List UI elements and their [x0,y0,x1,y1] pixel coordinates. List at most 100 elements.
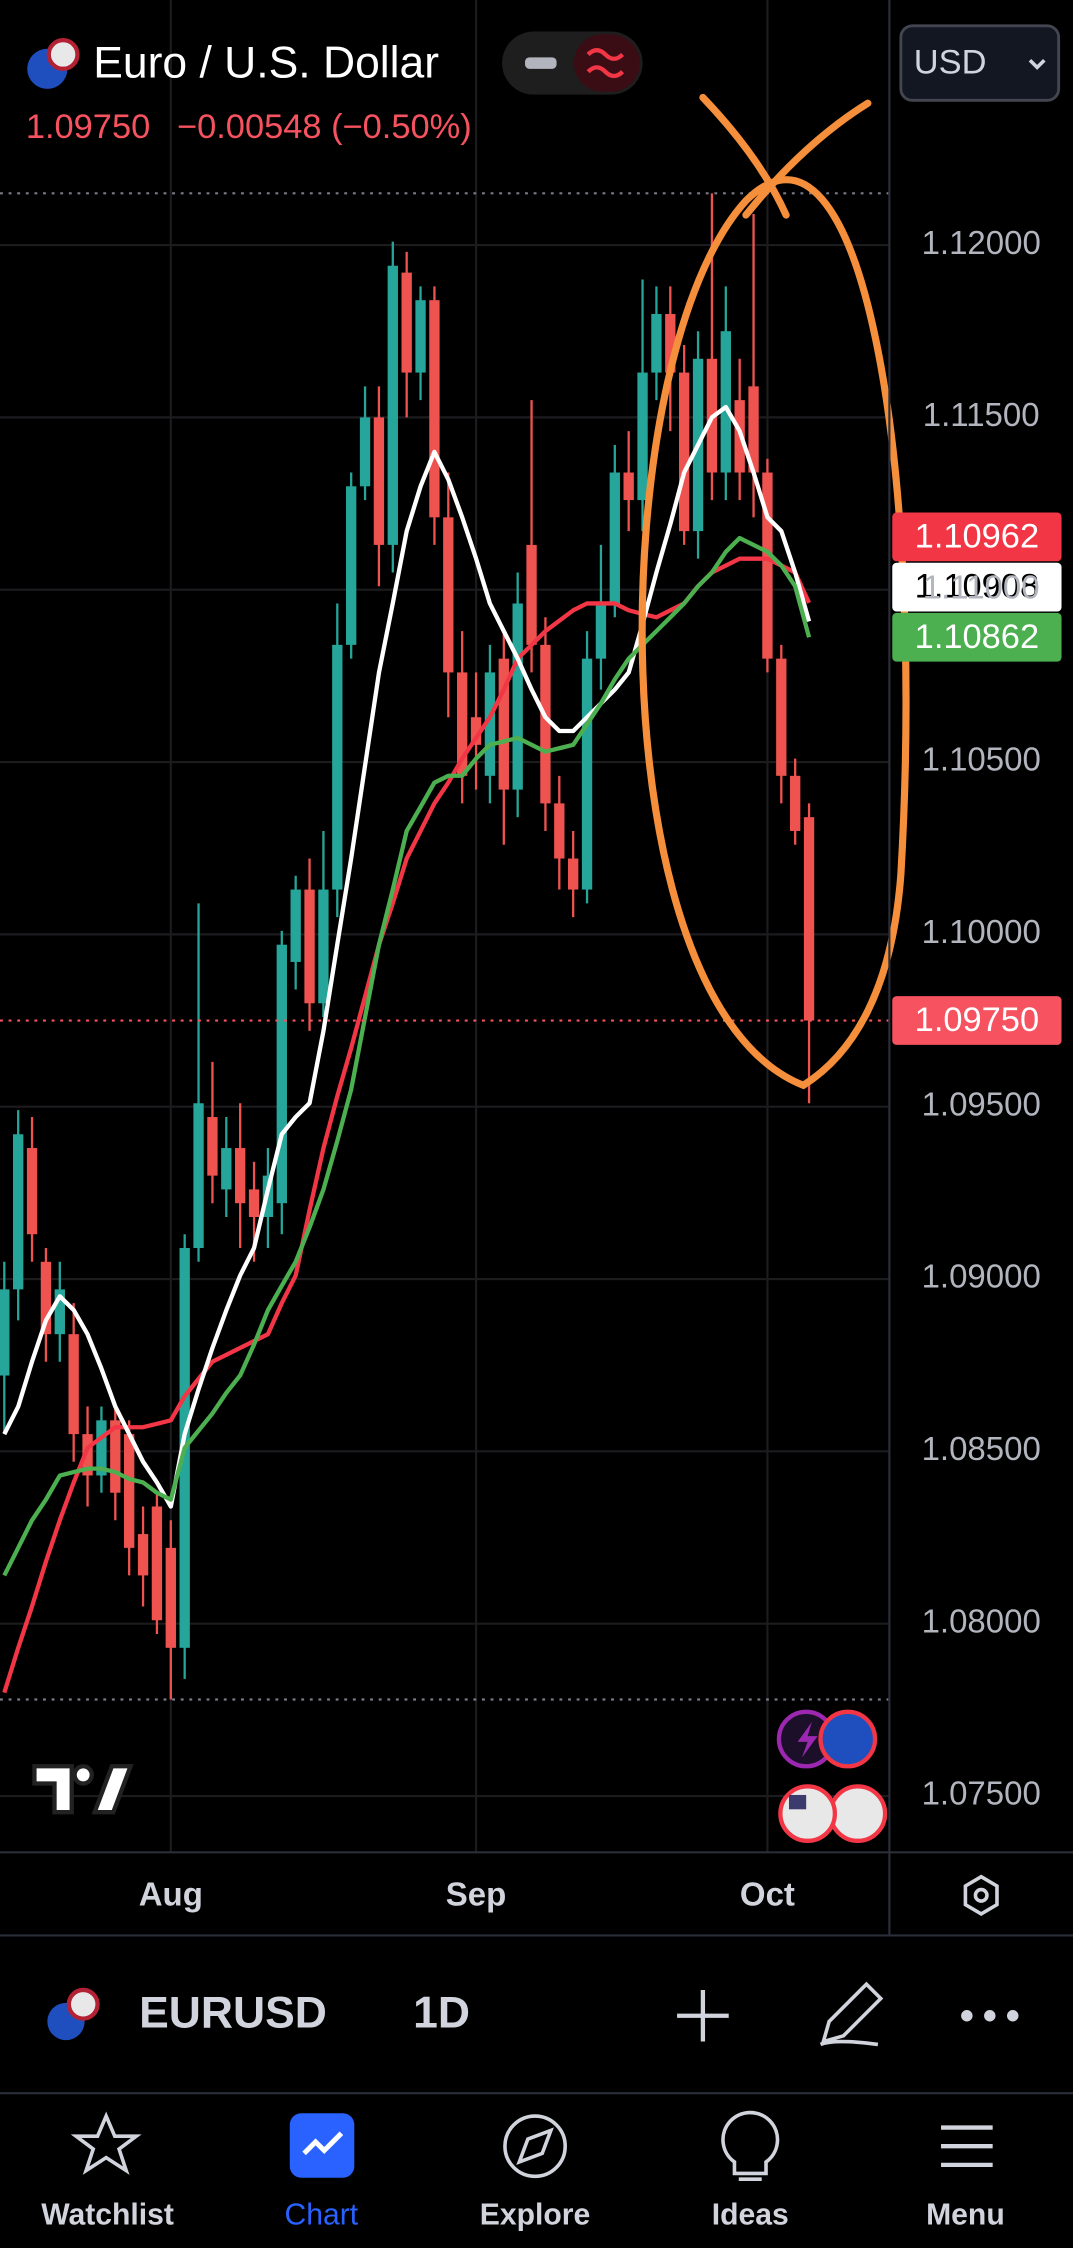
tv-logo [32,1764,134,1815]
candle-body [373,417,385,545]
annotation-stroke [742,99,872,219]
candle-body [581,658,593,890]
candle-body [346,486,357,645]
candle-body [443,517,454,673]
candle-body [470,717,482,745]
nav-icon[interactable] [70,2111,142,2175]
candle-body [0,1289,10,1376]
ma-line [2,404,812,1509]
nav-label[interactable]: Watchlist [41,2198,174,2231]
candle-body [484,672,496,776]
toolbar-interval[interactable]: 1D [413,1988,470,2037]
candle-body [401,272,412,373]
candle-body [540,644,551,804]
annotation-ellipse [638,176,910,1090]
candle-body [290,889,301,962]
draw-button[interactable] [819,1981,884,2047]
y-tick-label: 1.07500 [922,1775,1041,1812]
candle-body [68,1334,79,1435]
candle-body [110,1420,121,1493]
candle-body [82,1434,93,1476]
y-tick-label: 1.10000 [922,913,1041,950]
symbol-title: Euro / U.S. Dollar [93,39,439,88]
nav-bar: Watchlist Chart Explore Ideas Menu [41,2198,1005,2231]
currency-label: USD [914,44,987,82]
candle-body [429,300,440,518]
candle-body [776,658,787,776]
nav-label[interactable]: Menu [926,2198,1005,2231]
x-tick-label: Aug [139,1875,203,1912]
price-tag [892,562,1062,612]
candle-body [595,603,607,659]
candle-body [193,1103,204,1249]
candle-body [151,1506,163,1621]
candle-body [165,1547,176,1648]
x-tick-label: Oct [740,1875,795,1912]
price-tags: 1.09750 1.10862 1.10908 1.10962 [892,512,1062,1045]
candle-body [96,1420,107,1476]
candle-body [415,300,426,373]
candle-body [720,331,731,473]
symbol-flag [27,37,80,89]
plot-layer [0,193,890,1700]
nav-icon [302,2131,344,2156]
price-tag [892,996,1062,1045]
candle-body [748,386,759,473]
dropdown-caret [1028,58,1046,70]
candle-body [637,372,648,501]
candle-body [665,313,676,373]
candle-body [526,544,537,645]
candle-body [207,1117,218,1176]
candle-body [137,1534,149,1576]
candle-body [318,889,329,1004]
candle-body [26,1148,38,1235]
last-price: 1.09750 [26,108,150,146]
nav-label[interactable]: Explore [480,2198,590,2231]
price-tag-label: 1.10862 [915,618,1039,656]
currency-button[interactable] [899,24,1061,102]
candle-body [762,472,773,659]
candle-body [124,1434,135,1548]
add-button[interactable] [677,1989,729,2042]
price-tag-label: 1.10962 [915,517,1039,555]
price-change: −0.00548 (−0.50%) [177,108,472,146]
candle-body [359,417,371,487]
annotation-stroke [699,93,790,219]
candle-body [221,1148,232,1190]
toolbar-symbol[interactable]: EURUSD [139,1988,327,2037]
candle-body [457,672,468,776]
y-tick-label: 1.09000 [922,1258,1041,1295]
price-tag-label: 1.09750 [915,1001,1039,1039]
candle-body [235,1148,246,1204]
candle-body [13,1134,24,1290]
y-tick-label: 1.11000 [923,568,1040,605]
toolbar-flag [47,1987,100,2041]
candle-body [790,775,801,831]
candle-body [332,644,343,890]
nav-label[interactable]: Chart [284,2198,358,2231]
y-tick-label: 1.11500 [923,396,1040,433]
toggle-active [573,34,640,92]
nav-label[interactable]: Ideas [712,2198,789,2231]
candle-body [803,817,815,1021]
settings-icon[interactable] [963,1874,999,1917]
candle-body [651,313,662,373]
nav-icon[interactable] [503,2114,567,2179]
nav-icon [516,2127,554,2166]
nav-icon[interactable] [721,2110,780,2181]
settings-icon [973,1887,989,1903]
price-tag-label: 1.10908 [915,568,1039,606]
candle-body [498,658,509,790]
candle-body [248,1189,260,1217]
nav-icon[interactable] [941,2125,993,2167]
candle-body [304,889,315,1004]
price-tag [892,612,1062,662]
y-tick-label: 1.12000 [922,224,1041,261]
candle-body [623,472,634,501]
more-button[interactable] [961,2010,1019,2022]
candle-body [568,858,579,890]
y-tick-label: 1.10500 [922,741,1041,778]
